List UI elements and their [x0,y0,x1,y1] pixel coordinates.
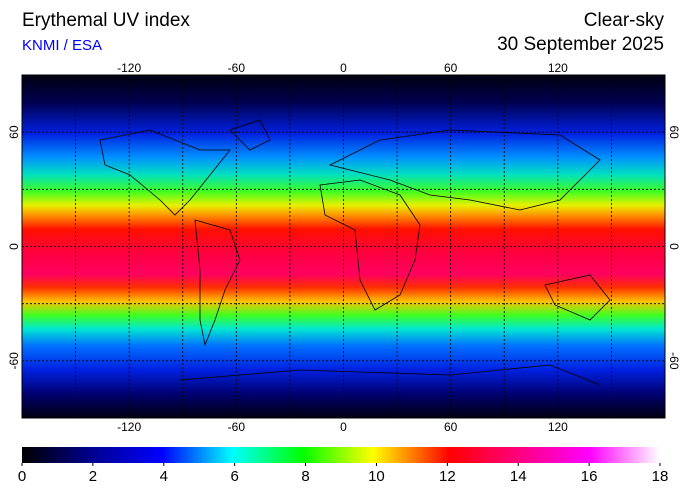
lon-tick-label: -120 [117,61,141,75]
colorbar-tick-label: 0 [18,468,26,485]
lon-tick-label: -120 [117,420,141,434]
colorbar-tick-label: 2 [89,468,97,485]
colorbar-tick-label: 6 [230,468,238,485]
colorbar [22,447,660,463]
lon-tick-label: 120 [548,420,568,434]
lon-tick-label: 0 [340,61,347,75]
colorbar-tick-label: 4 [160,468,168,485]
lon-tick-label: 120 [548,61,568,75]
lat-tick-label: 0 [667,243,681,250]
colorbar-tick-label: 18 [652,468,669,485]
lat-tick-label: -60 [7,352,21,370]
lon-tick-label: 60 [444,61,458,75]
colorbar-tick-label: 14 [510,468,527,485]
lon-tick-label: -60 [228,420,246,434]
lon-tick-label: -60 [228,61,246,75]
lon-tick-label: 0 [340,420,347,434]
colorbar-tick-label: 10 [368,468,385,485]
date: 30 September 2025 [497,34,664,55]
lat-tick-label: -60 [667,352,681,370]
coastlines [99,119,611,386]
colorbar-tick-label: 16 [581,468,598,485]
lon-tick-label: 60 [444,420,458,434]
lat-tick-label: 60 [7,125,21,139]
colorbar-tick-label: 8 [301,468,309,485]
condition: Clear-sky [584,10,665,31]
title: Erythemal UV index [22,10,190,31]
lat-tick-label: 0 [7,243,21,250]
source: KNMI / ESA [22,37,102,54]
colorbar-tick-label: 12 [439,468,456,485]
lat-tick-label: 60 [667,125,681,139]
